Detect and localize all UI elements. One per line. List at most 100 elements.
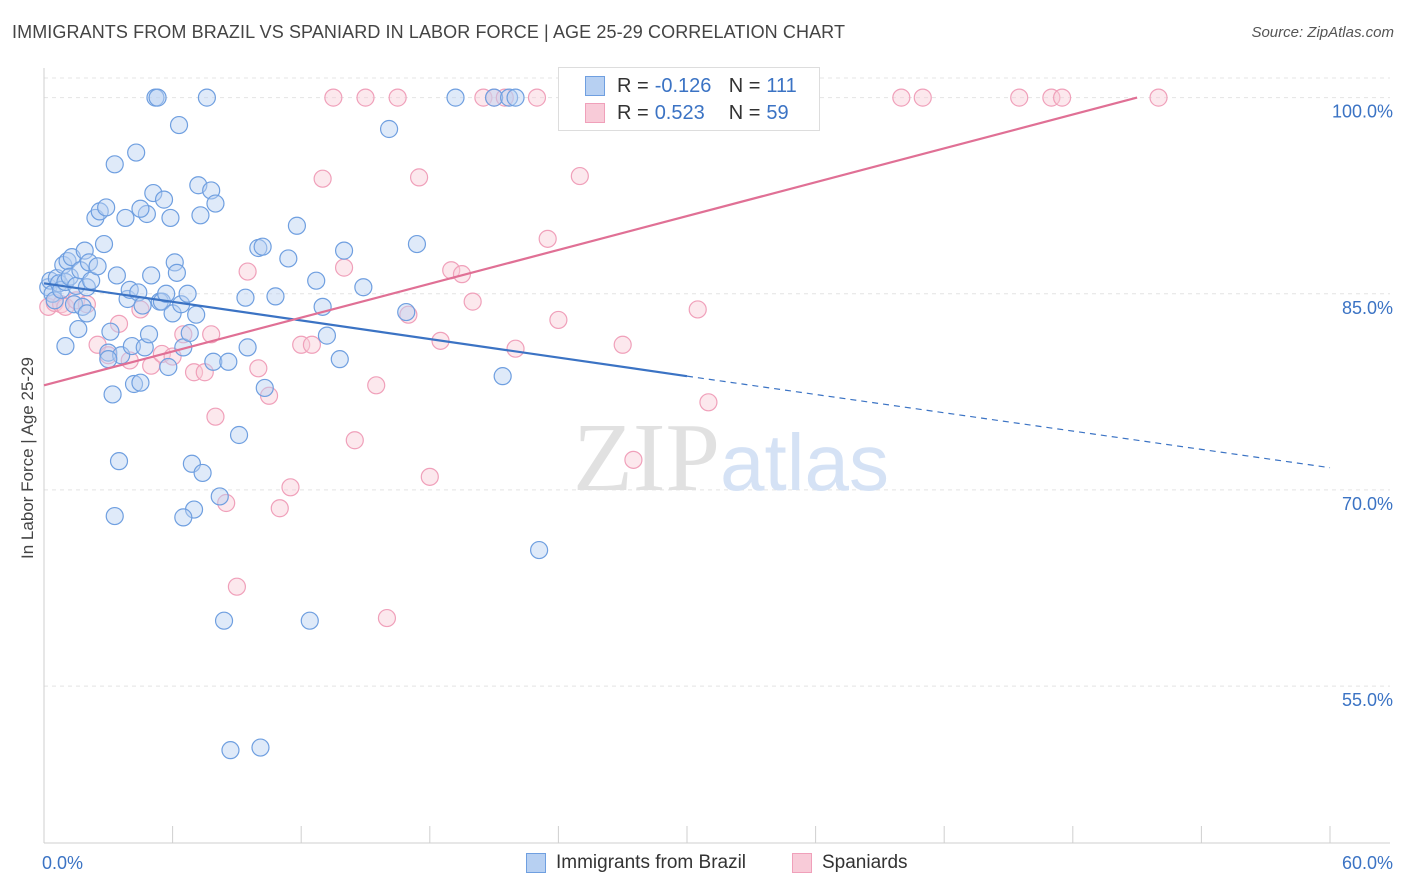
data-point [45,291,64,310]
data-point [105,506,124,526]
data-point [180,323,199,343]
legend-item-spaniards[interactable]: Spaniards [792,852,908,874]
series-immigrants-from-brazil [39,88,675,760]
data-point [238,262,257,281]
data-point [397,302,416,322]
data-point [103,385,122,404]
data-point [324,88,343,107]
watermark-atlas: atlas [720,418,889,507]
data-point [56,336,75,356]
data-point [187,305,206,324]
data-point [388,88,407,107]
axes [43,68,1390,844]
data-point [142,266,161,285]
y-axis-label: In Labor Force | Age 25-29 [18,357,37,559]
data-point [217,493,236,513]
data-point [313,169,332,188]
data-point [88,257,107,276]
data-point [379,119,399,139]
data-point [249,359,268,378]
legend-swatch-brazil [526,853,546,873]
data-point [167,263,186,282]
data-point [139,325,159,344]
legend-r-value: -0.126 [654,74,712,97]
watermark-zip: ZIP [573,404,720,512]
data-point [892,88,911,107]
data-point [144,183,163,203]
data-point [399,305,418,324]
legend-swatch-spaniards [585,103,605,123]
legend-n-label: N = [728,74,761,97]
data-point [699,393,718,412]
legend-r-label: R = [617,74,649,97]
data-point [463,292,482,311]
data-point [1052,88,1072,107]
data-point [169,115,189,135]
data-point [407,234,427,254]
y-tick-label: 100.0% [1332,102,1393,122]
data-point [219,352,238,371]
data-point [281,478,300,497]
data-point [354,278,373,297]
data-point [506,88,525,107]
data-point [236,288,255,307]
data-point [495,88,514,107]
data-point [221,741,240,760]
data-point [334,241,354,260]
tick-labels: 100.0% 85.0% 70.0% 55.0% 0.0% 60.0% [42,102,1393,873]
data-point [345,431,364,450]
legend-row-brazil: R = -0.126 N = 111 [559,72,797,100]
data-point [474,88,493,107]
data-point [538,229,557,248]
x-tick-label: 60.0% [1342,853,1393,873]
data-point [60,267,79,286]
data-point [270,499,289,518]
data-point [159,357,178,377]
data-point [251,738,270,757]
data-point [688,300,707,319]
data-point [116,208,135,228]
legend-row-spaniards: R = 0.523 N = 59 [559,99,789,127]
data-point [124,374,144,394]
legend-n-value: 111 [766,74,797,97]
data-point [202,325,221,344]
legend-item-brazil[interactable]: Immigrants from Brazil [526,852,746,874]
data-point [356,88,375,107]
data-point [530,540,549,560]
data-point [99,350,118,369]
data-point [191,206,210,225]
y-tick-label: 70.0% [1342,494,1393,514]
data-point [174,508,193,527]
data-point [227,577,246,596]
legend-swatch-brazil [585,76,605,96]
data-point [131,199,150,218]
data-point [204,352,223,371]
data-point [367,376,386,395]
data-point [105,155,124,174]
y-tick-label: 55.0% [1342,690,1393,710]
data-point [79,253,99,272]
data-point [330,350,349,369]
data-point [266,287,285,306]
data-point [229,425,249,445]
data-point [613,335,632,354]
data-point [292,335,311,354]
data-point [94,234,114,254]
data-point [255,378,274,398]
data-point [148,88,167,107]
data-point [307,271,326,290]
data-point [210,487,229,506]
data-point [157,284,176,303]
data-point [77,304,96,323]
data-point [97,198,116,217]
legend-swatch-spaniards [792,853,812,873]
data-point [1149,88,1168,107]
trend-lines [43,96,1331,469]
legend-n-value: 59 [766,101,789,124]
data-point [377,608,397,628]
data-point [174,325,193,344]
data-point [1010,88,1029,107]
trend-line-extension [686,375,1331,469]
data-point [184,363,204,382]
